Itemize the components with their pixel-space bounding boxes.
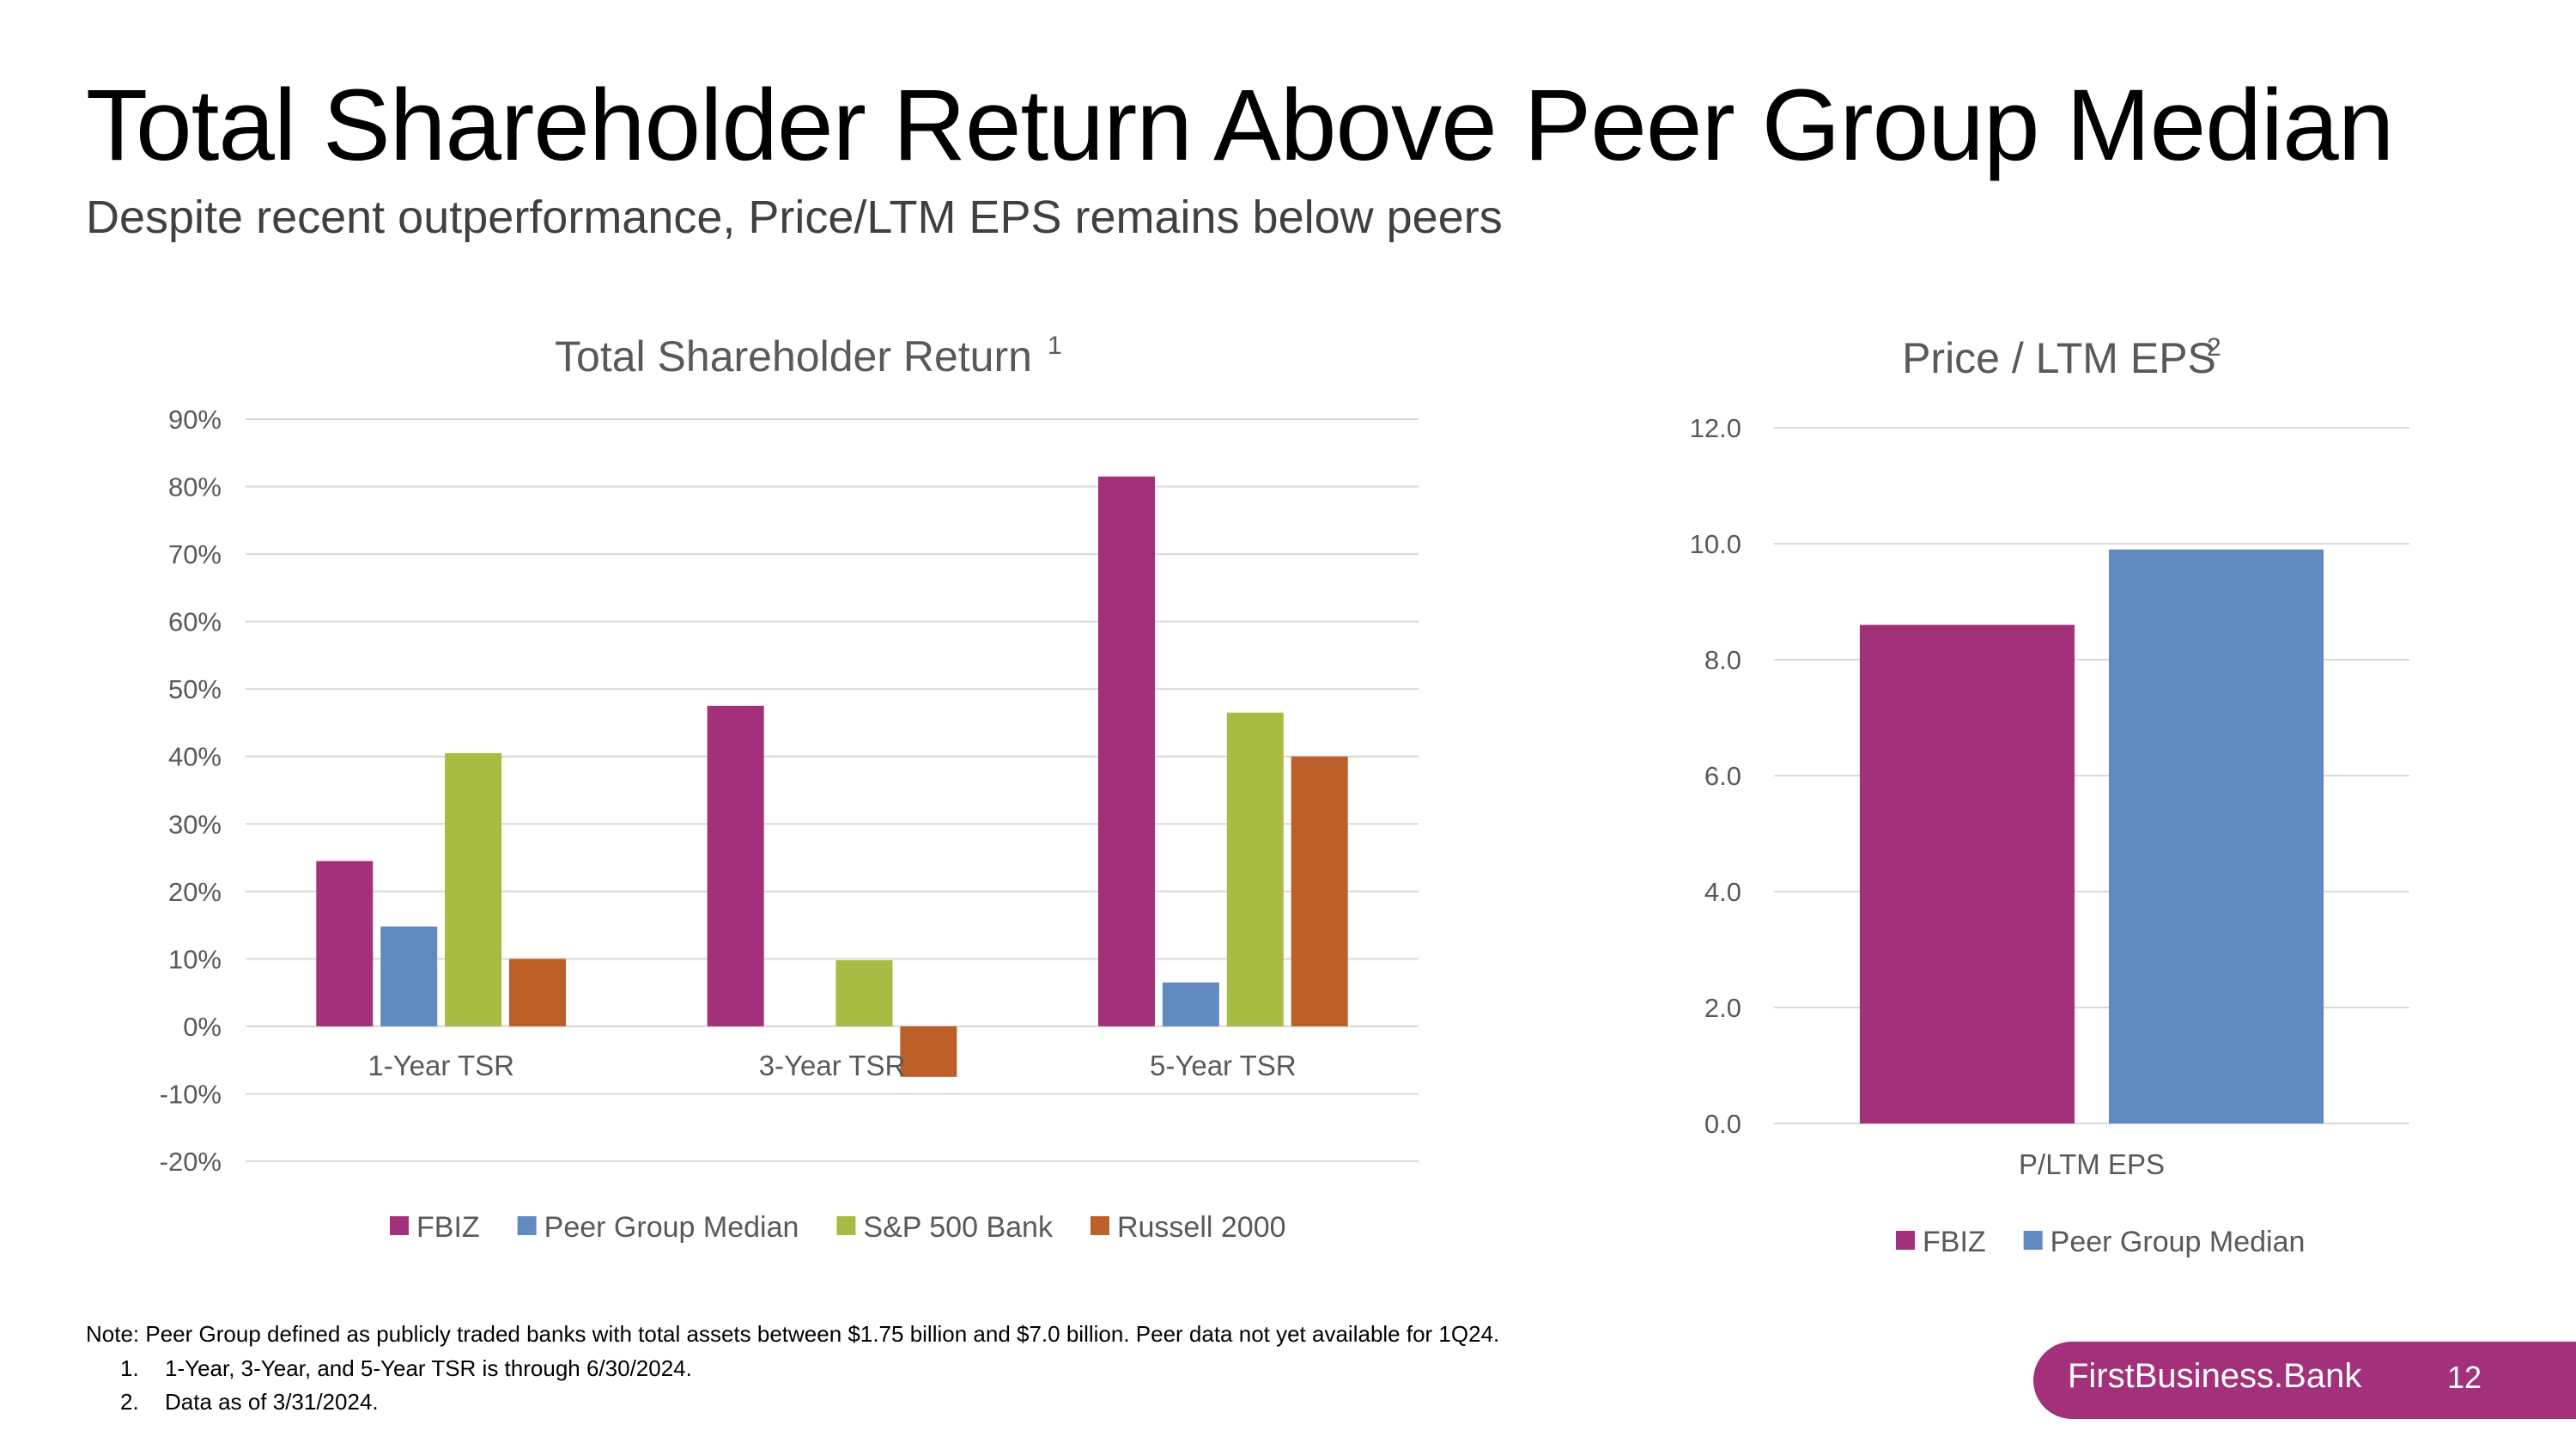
pe-category-label: P/LTM EPS [2019, 1148, 2165, 1180]
tsr-y-tick-label: -10% [160, 1079, 222, 1109]
page-number: 12 [2447, 1360, 2482, 1395]
tsr-bar-russell-2000-1-year-tsr [509, 959, 567, 1026]
pe-chart-title: Price / LTM EPS [1902, 334, 2216, 382]
tsr-legend-label-s-p-500-bank: S&P 500 Bank [863, 1211, 1054, 1244]
pe-y-tick-label: 8.0 [1704, 645, 1741, 675]
tsr-category-label: 5-Year TSR [1150, 1050, 1297, 1081]
brand-logo-text: FirstBusiness.Bank [2068, 1357, 2362, 1395]
pe-bar-peer-group-median-p-ltm-eps [2108, 549, 2324, 1123]
tsr-x-axis: 1-Year TSR 3-Year TSR 5-Year TSR [368, 1050, 1296, 1081]
footnote-text: 1-Year, 3-Year, and 5-Year TSR is throug… [165, 1355, 692, 1381]
tsr-category-label: 1-Year TSR [368, 1050, 514, 1081]
footnotes-list: 1. 1-Year, 3-Year, and 5-Year TSR is thro… [120, 1352, 692, 1419]
tsr-bar-peer-group-median-1-year-tsr [380, 926, 438, 1026]
tsr-y-tick-label: 40% [168, 742, 222, 772]
slide-title: Total Shareholder Return Above Peer Grou… [86, 69, 2394, 182]
tsr-bar-fbiz-3-year-tsr [707, 705, 764, 1026]
pe-y-tick-label: 4.0 [1704, 877, 1741, 907]
footnote-number: 2. [120, 1389, 139, 1415]
tsr-chart-title-group: Total Shareholder Return 1 [555, 332, 1062, 381]
tsr-bar-russell-2000-3-year-tsr [900, 1026, 957, 1077]
pe-y-tick-label: 0.0 [1704, 1109, 1741, 1139]
pe-bars [1859, 549, 2324, 1123]
brand-bar [2033, 1342, 2576, 1419]
tsr-y-tick-label: 20% [168, 877, 222, 907]
tsr-legend-swatch-peer-group-median [517, 1216, 537, 1235]
pe-y-tick-label: 2.0 [1704, 993, 1741, 1023]
tsr-bar-s-p-500-bank-5-year-tsr [1226, 712, 1284, 1026]
tsr-legend-label-russell-2000: Russell 2000 [1117, 1211, 1286, 1244]
tsr-bars [316, 476, 1348, 1077]
pe-legend-swatch-fbiz [1896, 1231, 1915, 1250]
tsr-legend-swatch-russell-2000 [1090, 1216, 1109, 1235]
tsr-legend-swatch-fbiz [390, 1216, 409, 1235]
pe-y-tick-label: 12.0 [1690, 413, 1741, 443]
tsr-y-tick-label: 90% [168, 405, 222, 435]
tsr-bar-fbiz-1-year-tsr [316, 861, 374, 1026]
pe-x-axis: P/LTM EPS [2019, 1148, 2165, 1180]
tsr-y-tick-label: 50% [168, 674, 222, 704]
pe-y-tick-label: 10.0 [1690, 529, 1741, 559]
pe-chart-title-group: Price / LTM EPS 2 [1902, 333, 2221, 382]
tsr-bar-s-p-500-bank-3-year-tsr [835, 959, 893, 1026]
tsr-legend-label-peer-group-median: Peer Group Median [544, 1211, 799, 1244]
tsr-bar-peer-group-median-5-year-tsr [1162, 982, 1219, 1026]
tsr-y-tick-label: 0% [183, 1012, 222, 1042]
tsr-bar-russell-2000-5-year-tsr [1291, 756, 1348, 1026]
footnote-text: Data as of 3/31/2024. [165, 1389, 379, 1415]
pe-legend-label-peer-group-median: Peer Group Median [2050, 1226, 2306, 1258]
slide-subtitle: Despite recent outperformance, Price/LTM… [86, 192, 1503, 243]
tsr-y-tick-label: 10% [168, 944, 222, 974]
tsr-legend: FBIZ Peer Group Median S&P 500 Bank Russell… [390, 1211, 1286, 1244]
pe-legend-label-fbiz: FBIZ [1923, 1226, 1986, 1258]
tsr-legend-swatch-s-p-500-bank [836, 1216, 856, 1235]
pe-bar-fbiz-p-ltm-eps [1859, 624, 2075, 1123]
tsr-bar-fbiz-5-year-tsr [1097, 476, 1155, 1026]
pe-y-tick-label: 6.0 [1704, 761, 1741, 791]
footnote-item: 2. Data as of 3/31/2024. [120, 1385, 692, 1419]
tsr-y-tick-label: -20% [160, 1147, 222, 1177]
tsr-gridlines [246, 418, 1419, 1162]
pe-chart-footnote: 2 [2207, 333, 2221, 362]
pe-legend-swatch-peer-group-median [2023, 1231, 2043, 1250]
tsr-y-tick-label: 80% [168, 472, 222, 502]
pe-y-axis: 0.0 2.0 4.0 6.0 8.0 10.0 12.0 [1690, 413, 1741, 1139]
tsr-chart-title: Total Shareholder Return [555, 332, 1032, 381]
tsr-bar-s-p-500-bank-1-year-tsr [445, 752, 502, 1026]
tsr-y-tick-label: 70% [168, 539, 222, 569]
tsr-y-tick-label: 60% [168, 607, 222, 637]
tsr-legend-label-fbiz: FBIZ [416, 1211, 480, 1244]
peer-group-note: Note: Peer Group defined as publicly tra… [86, 1321, 1500, 1347]
pe-legend: FBIZ Peer Group Median [1896, 1226, 2305, 1258]
tsr-chart-footnote: 1 [1048, 332, 1062, 360]
footnote-item: 1. 1-Year, 3-Year, and 5-Year TSR is thro… [120, 1352, 692, 1385]
tsr-y-axis: -20% -10% 0% 10% 20% 30% 40% 50% 60% 70% 80% 90% [160, 405, 222, 1177]
tsr-y-tick-label: 30% [168, 809, 222, 839]
footnote-number: 1. [120, 1355, 139, 1381]
tsr-category-label: 3-Year TSR [759, 1050, 906, 1081]
